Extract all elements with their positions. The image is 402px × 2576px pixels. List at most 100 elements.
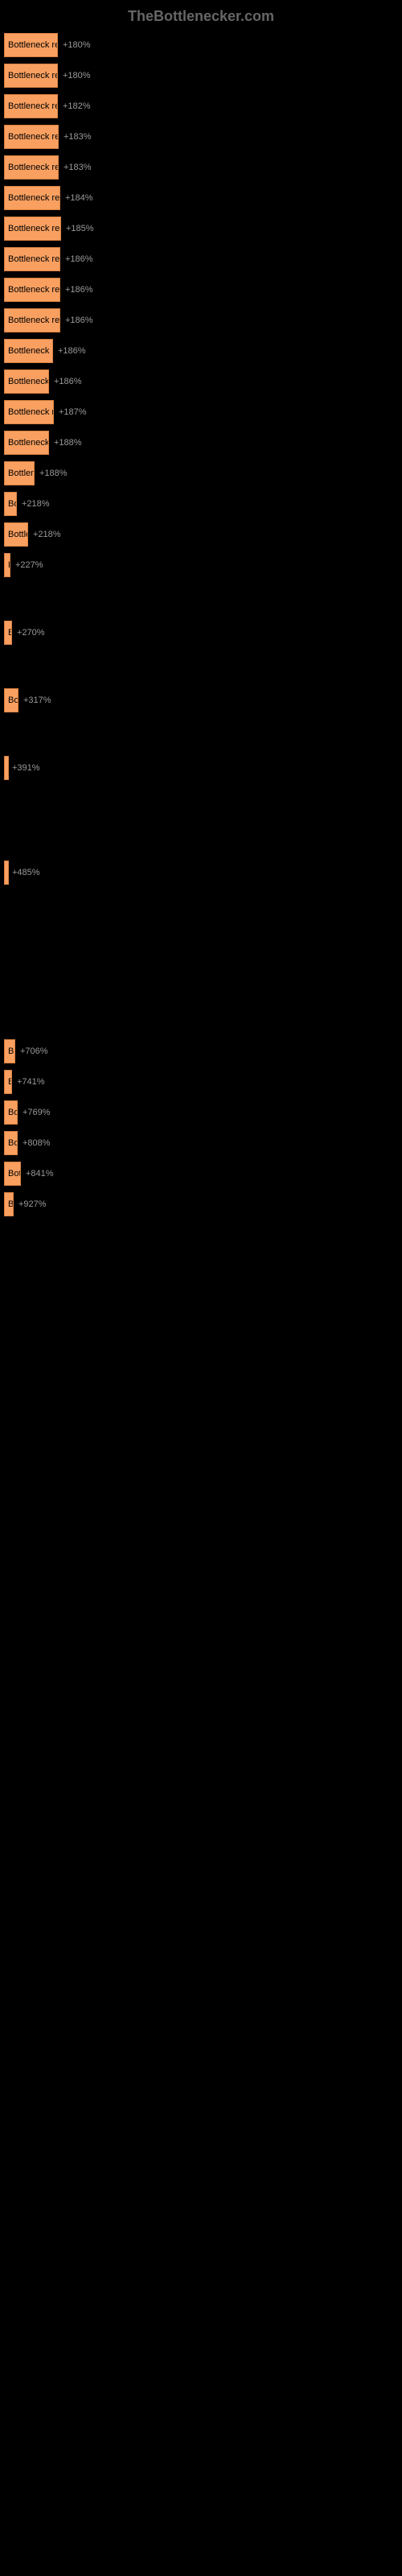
bar-label: Bottleneck result: [8, 71, 58, 80]
bar-row: Bottleneck re +187%: [4, 400, 398, 424]
bottleneck-bar[interactable]: Bottleneck result: [4, 94, 58, 118]
bar-label: Bottleneck result: [8, 285, 60, 295]
bar-row: B+391%: [4, 756, 398, 780]
bottleneck-bar[interactable]: B: [4, 1070, 12, 1094]
bar-label: Bottleneck r: [8, 377, 49, 386]
bar-row: Bottleneck result +185%: [4, 217, 398, 241]
bar-row: [4, 928, 398, 959]
bar-label: Bottleneck result: [8, 40, 58, 50]
percentage-label: +186%: [65, 285, 93, 295]
bottleneck-bar[interactable]: Bottleneck result: [4, 186, 60, 210]
bottleneck-bar[interactable]: Bottleneck result: [4, 155, 59, 180]
bar-row: Bottle +218%: [4, 522, 398, 547]
percentage-label: +218%: [33, 530, 61, 539]
percentage-label: +186%: [54, 377, 82, 386]
bar-row: [4, 824, 398, 854]
bar-row: [4, 786, 398, 817]
bottleneck-bar[interactable]: Bo: [4, 688, 18, 712]
percentage-label: +180%: [63, 40, 91, 50]
bottleneck-bar[interactable]: Bottlene: [4, 461, 35, 485]
bar-row: Bottleneck result +186%: [4, 308, 398, 332]
bar-row: Bo +218%: [4, 492, 398, 516]
bar-row: Bottleneck result+184%: [4, 186, 398, 210]
bar-row: Bottleneck result+182%: [4, 94, 398, 118]
bar-row: Bot +841%: [4, 1162, 398, 1186]
bar-label: B: [8, 1077, 12, 1087]
bottleneck-bar[interactable]: Bottleneck result: [4, 33, 58, 57]
bottleneck-bar[interactable]: B: [4, 621, 12, 645]
percentage-label: +317%: [23, 696, 51, 705]
bar-label: B: [8, 628, 12, 638]
bar-row: Bottleneck r +188%: [4, 431, 398, 455]
percentage-label: +769%: [23, 1108, 51, 1117]
bottleneck-bar[interactable]: Bo: [4, 1100, 18, 1125]
percentage-label: +391%: [12, 763, 40, 773]
bar-row: Bottleneck r +186%: [4, 369, 398, 394]
percentage-label: +183%: [64, 132, 92, 142]
percentage-label: +218%: [22, 499, 50, 509]
percentage-label: +186%: [65, 316, 93, 325]
bar-row: Bottleneck re +186%: [4, 339, 398, 363]
bar-label: Bottleneck result: [8, 224, 61, 233]
percentage-label: +741%: [17, 1077, 45, 1087]
bottleneck-bar[interactable]: Bottleneck r: [4, 431, 49, 455]
percentage-label: +270%: [17, 628, 45, 638]
percentage-label: +188%: [54, 438, 82, 448]
bar-label: Bottleneck result: [8, 132, 59, 142]
percentage-label: +188%: [39, 469, 68, 478]
bottleneck-bar[interactable]: Bottleneck r: [4, 369, 49, 394]
bar-row: H +227%: [4, 553, 398, 577]
percentage-label: +183%: [64, 163, 92, 172]
bottleneck-bar[interactable]: Bottleneck re: [4, 400, 54, 424]
bottleneck-bar[interactable]: Bottleneck re: [4, 339, 53, 363]
percentage-label: +186%: [58, 346, 86, 356]
bar-label: Bo: [8, 499, 17, 509]
percentage-label: +187%: [59, 407, 87, 417]
bottleneck-bar[interactable]: Bo: [4, 492, 17, 516]
bar-row: B +270%: [4, 621, 398, 645]
bottleneck-bar[interactable]: H: [4, 553, 10, 577]
bottleneck-bar[interactable]: Bottle: [4, 522, 28, 547]
bottleneck-bar[interactable]: B: [4, 756, 9, 780]
bar-label: Bo: [8, 696, 18, 705]
bar-row: [4, 719, 398, 749]
bar-row: B +706%: [4, 1039, 398, 1063]
percentage-label: +706%: [20, 1046, 48, 1056]
bar-row: [4, 651, 398, 682]
percentage-label: +841%: [26, 1169, 54, 1179]
bottleneck-bar[interactable]: Bottleneck result: [4, 125, 59, 149]
bottleneck-bar[interactable]: Bottleneck result: [4, 247, 60, 271]
bar-row: B +741%: [4, 1070, 398, 1094]
percentage-label: +227%: [15, 560, 43, 570]
bar-label: Bottleneck result: [8, 101, 58, 111]
bar-label: Bottleneck result: [8, 316, 60, 325]
bar-row: Bottleneck result +183%: [4, 125, 398, 149]
bottleneck-bar[interactable]: Bottleneck result: [4, 308, 60, 332]
bar-label: Bot: [8, 1169, 21, 1179]
bottleneck-bar[interactable]: Bottleneck result: [4, 278, 60, 302]
bar-label: H: [8, 560, 10, 570]
bottleneck-bar[interactable]: Bot: [4, 1162, 21, 1186]
bar-row: Bottlene +188%: [4, 461, 398, 485]
bar-label: Bottle: [8, 530, 28, 539]
percentage-label: +185%: [66, 224, 94, 233]
bar-row: [4, 584, 398, 614]
bar-row: Bottleneck result+180%: [4, 64, 398, 88]
bar-label: Bo: [8, 1138, 18, 1148]
bottleneck-bar[interactable]: B: [4, 1039, 15, 1063]
bar-row: Bo +808%: [4, 1131, 398, 1155]
bottleneck-bar[interactable]: Bottleneck result: [4, 217, 61, 241]
bar-label: B: [8, 1199, 14, 1209]
bottleneck-bar[interactable]: B: [4, 861, 9, 885]
bottleneck-bar[interactable]: Bottleneck result: [4, 64, 58, 88]
bottleneck-bar[interactable]: Bo: [4, 1131, 18, 1155]
bar-row: Bottleneck result+186%: [4, 247, 398, 271]
site-title: TheBottlenecker.com: [128, 8, 274, 24]
bar-label: B: [8, 868, 9, 877]
bar-label: Bottleneck result: [8, 254, 60, 264]
bottleneck-bar[interactable]: B: [4, 1192, 14, 1216]
bar-row: Bottleneck result +186%: [4, 278, 398, 302]
percentage-label: +808%: [23, 1138, 51, 1148]
bar-row: [4, 891, 398, 922]
bar-row: B+927%: [4, 1192, 398, 1216]
